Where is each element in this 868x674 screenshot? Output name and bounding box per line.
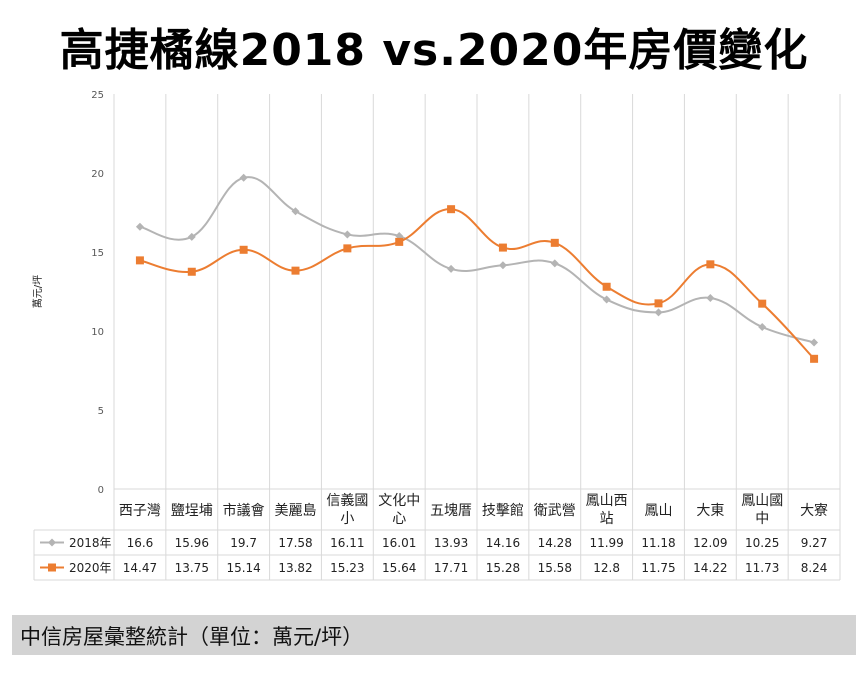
x-category-label: 市議會 bbox=[223, 502, 265, 519]
data-point-2018年 bbox=[291, 207, 300, 216]
x-category-label: 美麗島 bbox=[275, 503, 317, 519]
table-value: 16.01 bbox=[382, 536, 416, 550]
data-point-2020年 bbox=[135, 256, 144, 265]
data-point-2018年 bbox=[343, 230, 352, 239]
table-value: 14.28 bbox=[538, 536, 572, 550]
data-point-2018年 bbox=[602, 295, 611, 304]
data-point-2020年 bbox=[550, 238, 559, 247]
source-footer: 中信房屋彙整統計（單位：萬元/坪） bbox=[12, 615, 856, 655]
x-category-label: 鳳山國 bbox=[741, 493, 783, 509]
y-tick-label: 0 bbox=[98, 485, 104, 496]
table-value: 15.58 bbox=[538, 561, 572, 575]
table-value: 11.18 bbox=[641, 536, 675, 550]
legend-label: 2020年 bbox=[69, 561, 112, 575]
table-value: 16.6 bbox=[127, 536, 154, 550]
table-value: 17.71 bbox=[434, 561, 468, 575]
table-value: 15.64 bbox=[382, 561, 416, 575]
y-axis-label: 萬元/坪 bbox=[31, 275, 44, 308]
data-point-2020年 bbox=[654, 299, 663, 308]
table-value: 13.93 bbox=[434, 536, 468, 550]
data-point-2018年 bbox=[654, 308, 663, 317]
x-category-label: 鳳山 bbox=[645, 503, 673, 519]
table-value: 13.82 bbox=[278, 561, 312, 575]
data-point-2020年 bbox=[498, 243, 507, 252]
table-value: 14.22 bbox=[693, 561, 727, 575]
table-value: 10.25 bbox=[745, 536, 779, 550]
table-value: 15.96 bbox=[175, 536, 209, 550]
data-point-2020年 bbox=[239, 245, 248, 254]
data-point-2020年 bbox=[395, 237, 404, 246]
data-point-2018年 bbox=[550, 259, 559, 268]
data-point-2020年 bbox=[602, 282, 611, 291]
table-value: 15.14 bbox=[226, 561, 260, 575]
y-tick-label: 10 bbox=[91, 327, 104, 338]
x-category-label: 技擊館 bbox=[482, 502, 524, 519]
table-value: 11.73 bbox=[745, 561, 779, 575]
table-value: 13.75 bbox=[175, 561, 209, 575]
x-category-label: 站 bbox=[600, 511, 614, 527]
x-category-label: 鳳山西 bbox=[586, 493, 628, 509]
y-tick-label: 25 bbox=[91, 90, 104, 101]
data-point-2018年 bbox=[758, 323, 767, 332]
data-point-2018年 bbox=[706, 293, 715, 302]
data-point-2020年 bbox=[187, 267, 196, 276]
chart-title: 高捷橘線2018 vs.2020年房價變化 bbox=[59, 25, 809, 76]
data-point-2020年 bbox=[447, 205, 456, 214]
table-value: 15.23 bbox=[330, 561, 364, 575]
x-category-label: 文化中 bbox=[378, 493, 420, 509]
data-point-2018年 bbox=[810, 338, 819, 347]
legend-key-marker bbox=[48, 563, 56, 572]
x-category-label: 大寮 bbox=[800, 502, 828, 519]
data-point-2018年 bbox=[239, 173, 248, 182]
data-point-2018年 bbox=[135, 222, 144, 231]
data-point-2020年 bbox=[343, 244, 352, 253]
data-point-2020年 bbox=[291, 266, 300, 275]
data-point-2020年 bbox=[810, 354, 819, 363]
data-point-2018年 bbox=[498, 261, 507, 270]
table-value: 9.27 bbox=[801, 536, 828, 550]
y-tick-label: 15 bbox=[91, 248, 104, 259]
data-point-2018年 bbox=[187, 232, 196, 241]
table-value: 15.28 bbox=[486, 561, 520, 575]
data-point-2018年 bbox=[447, 264, 456, 273]
table-value: 11.99 bbox=[589, 536, 623, 550]
legend-key-marker bbox=[48, 538, 56, 547]
x-category-label: 五塊厝 bbox=[430, 503, 472, 519]
table-value: 19.7 bbox=[230, 536, 257, 550]
table-value: 12.8 bbox=[593, 561, 620, 575]
x-category-label: 信義國 bbox=[326, 492, 368, 509]
x-category-label: 西子灣 bbox=[119, 503, 161, 519]
table-value: 14.47 bbox=[123, 561, 157, 575]
table-value: 16.11 bbox=[330, 536, 364, 550]
x-category-label: 心 bbox=[392, 511, 406, 527]
x-category-label: 大東 bbox=[696, 503, 724, 519]
legend-label: 2018年 bbox=[69, 536, 112, 550]
y-tick-label: 5 bbox=[98, 406, 104, 417]
x-category-label: 鹽埕埔 bbox=[171, 503, 213, 519]
table-value: 12.09 bbox=[693, 536, 727, 550]
table-value: 14.16 bbox=[486, 536, 520, 550]
data-point-2020年 bbox=[758, 299, 767, 308]
table-value: 11.75 bbox=[641, 561, 675, 575]
x-category-label: 衛武營 bbox=[534, 503, 576, 519]
data-point-2020年 bbox=[706, 260, 715, 269]
x-category-label: 中 bbox=[755, 511, 769, 527]
table-value: 17.58 bbox=[278, 536, 312, 550]
y-tick-label: 20 bbox=[91, 169, 104, 180]
table-value: 8.24 bbox=[801, 561, 828, 575]
source-note: 中信房屋彙整統計（單位：萬元/坪） bbox=[20, 625, 364, 649]
x-category-label: 小 bbox=[340, 511, 354, 527]
